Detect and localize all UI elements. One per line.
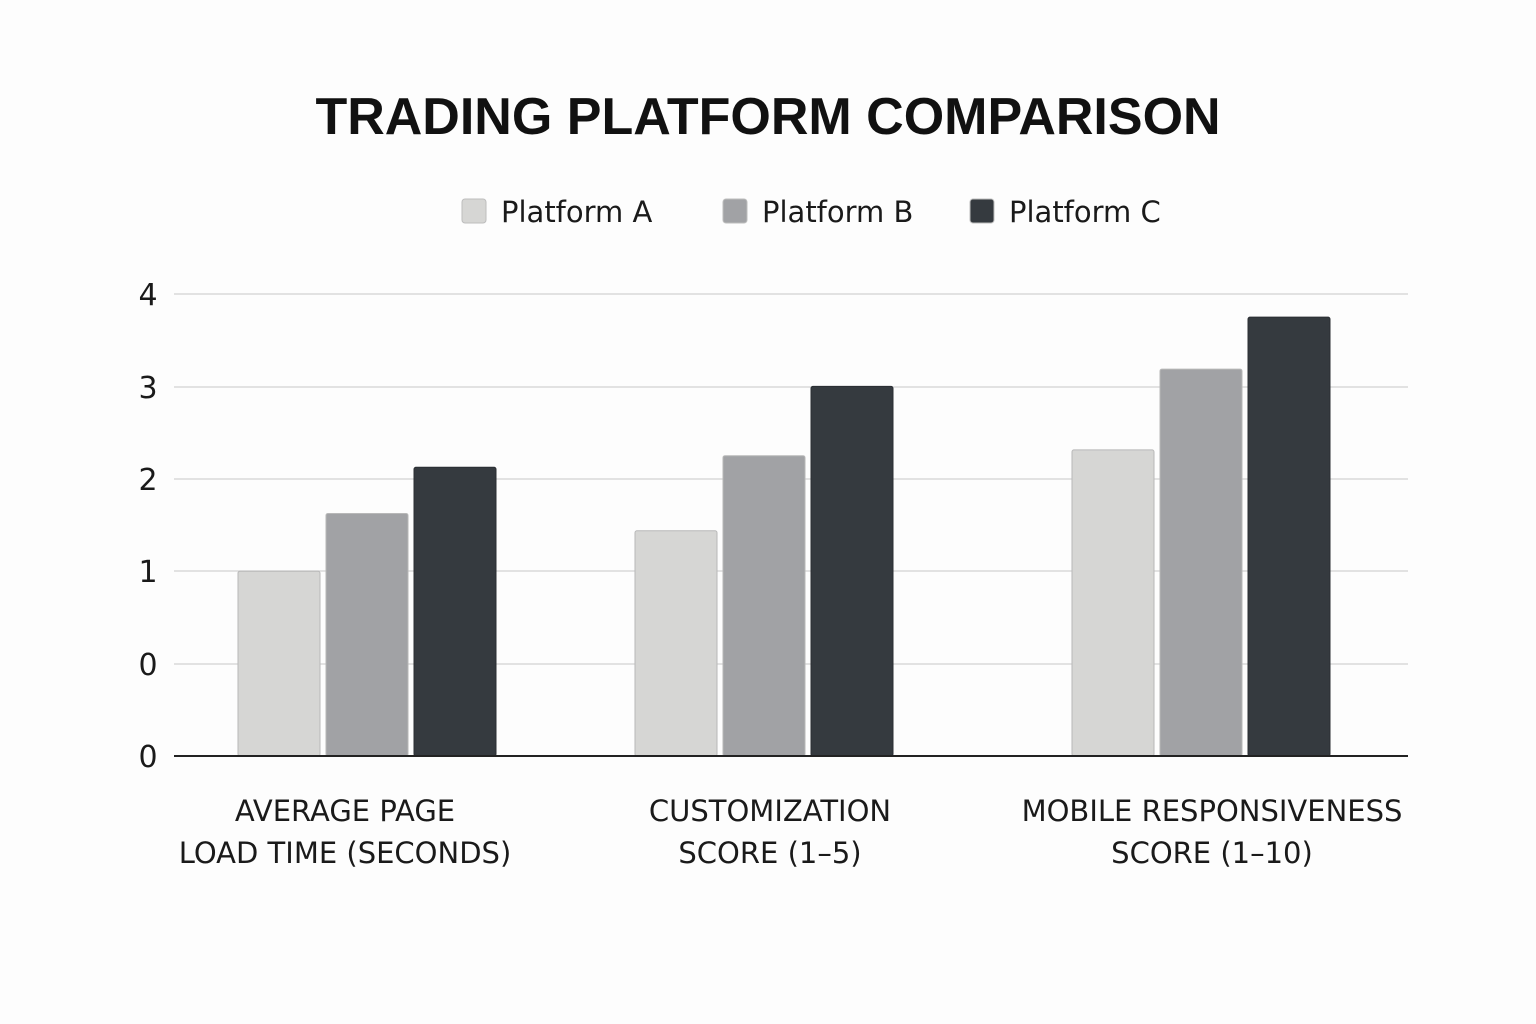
legend-swatch-platform-c	[970, 199, 994, 223]
bar-platform-c-cat3	[1248, 317, 1330, 756]
bar-platform-a-cat1	[238, 571, 320, 756]
y-tick-label: 0	[138, 648, 157, 683]
x-category-label: MOBILE RESPONSIVENESS	[1022, 794, 1403, 828]
x-category-label: SCORE (1–5)	[678, 836, 861, 870]
y-tick-label: 4	[138, 278, 157, 313]
chart-title: TRADING PLATFORM COMPARISON	[315, 88, 1220, 146]
bar-platform-b-cat3	[1160, 369, 1242, 756]
legend-swatch-platform-a	[462, 199, 486, 223]
x-category-label: LOAD TIME (SECONDS)	[179, 836, 512, 870]
bar-platform-b-cat2	[723, 456, 805, 756]
x-category-label: CUSTOMIZATION	[649, 794, 891, 828]
legend-label-platform-a: Platform A	[501, 195, 653, 229]
x-category-label: AVERAGE PAGE	[235, 794, 455, 828]
bars	[238, 317, 1330, 756]
bar-platform-b-cat1	[326, 513, 408, 756]
legend-label-platform-c: Platform C	[1009, 195, 1161, 229]
bar-platform-a-cat2	[635, 531, 717, 756]
y-axis-tick-labels: 0 0 1 2 3 4	[138, 278, 157, 775]
y-tick-label: 0	[138, 740, 157, 775]
legend: Platform A Platform B Platform C	[462, 195, 1161, 229]
y-tick-label: 1	[138, 555, 157, 590]
legend-label-platform-b: Platform B	[762, 195, 913, 229]
legend-swatch-platform-b	[723, 199, 747, 223]
bar-platform-c-cat2	[811, 386, 893, 756]
bar-platform-c-cat1	[414, 467, 496, 756]
x-axis-category-labels: AVERAGE PAGE LOAD TIME (SECONDS) CUSTOMIZA…	[179, 794, 1403, 870]
bar-platform-a-cat3	[1072, 450, 1154, 756]
x-category-label: SCORE (1–10)	[1111, 836, 1313, 870]
y-tick-label: 2	[138, 463, 157, 498]
y-tick-label: 3	[138, 371, 157, 406]
